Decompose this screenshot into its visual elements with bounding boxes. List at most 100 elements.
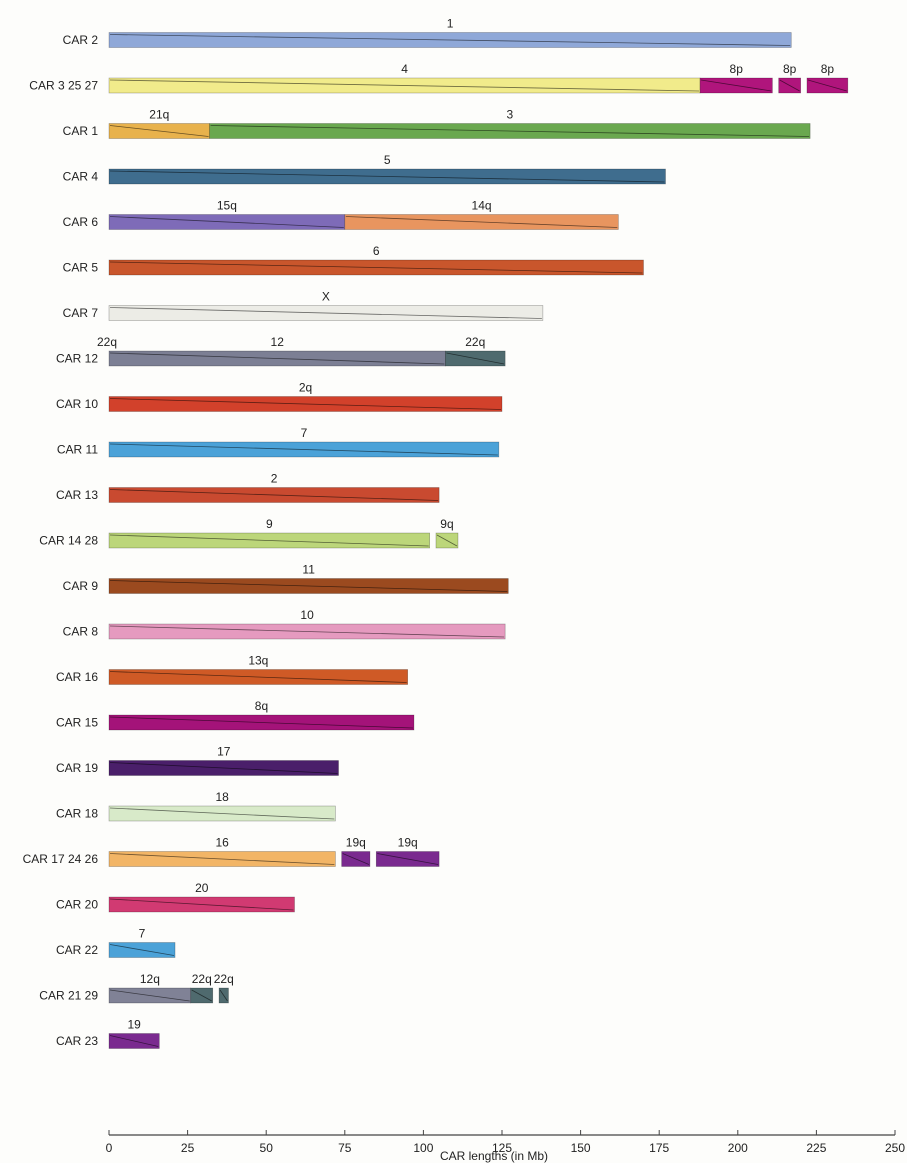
segment-label: 19q [398,836,418,850]
segment-trace [109,534,429,547]
segment-trace [109,398,502,410]
segment-trace [109,898,294,911]
segment-trace [109,489,439,501]
row-label: CAR 12 [56,352,98,366]
row-label: CAR 8 [63,625,99,639]
segment-label: 4 [401,62,408,76]
row-label: CAR 18 [56,807,98,821]
segment-label: 11 [302,563,315,577]
segment-trace [109,989,190,1002]
chart-row: CAR 22 7 [56,927,176,958]
segment-trace [446,352,505,365]
chart-row: CAR 11 7 [57,426,500,458]
x-tick-label: 0 [106,1141,113,1155]
chart-row: CAR 20 20 [56,881,295,913]
segment-label: 7 [139,927,146,941]
segment-label: 17 [217,745,231,759]
x-tick-label: 225 [806,1141,826,1155]
segment-trace [109,79,700,92]
segment-trace [109,352,445,365]
segment-trace [109,944,175,956]
segment-label: 14q [472,199,492,213]
segment-label: 5 [384,153,391,167]
chart-row: CAR 23 19 [56,1018,160,1049]
chart-row: CAR 14 28 9 9q [39,517,459,549]
chart-row: CAR 6 15q 14q [63,199,619,230]
x-tick-label: 175 [649,1141,669,1155]
row-label: CAR 15 [56,716,98,730]
chart-row: CAR 12 12 22q 22q [56,335,506,367]
row-label: CAR 4 [63,170,99,184]
x-tick-label: 150 [571,1141,591,1155]
x-tick-label: 250 [885,1141,905,1155]
x-tick-label: 125 [492,1141,512,1155]
chart-row: CAR 21 29 12q 22q 22q [39,972,234,1004]
x-axis-title: CAR lengths (in Mb) [440,1149,548,1163]
row-label: CAR 9 [63,579,99,593]
chart-row: CAR 18 18 [56,790,336,822]
segment-label: 20 [195,881,209,895]
segment-trace [342,853,370,865]
x-tick-label: 25 [181,1141,195,1155]
segment-trace [109,443,498,456]
row-label: CAR 5 [63,261,99,275]
segment-trace [109,625,505,638]
segment-trace [377,853,439,865]
segment-label: 9 [266,517,273,531]
segment-trace [109,125,209,137]
segment-label: 12 [271,335,285,349]
segment-trace [109,1035,159,1047]
segment-label: 22q [192,972,212,986]
row-label: CAR 16 [56,670,98,684]
chart-row: CAR 8 10 [63,608,506,640]
segment-label: 1 [447,17,454,31]
segment-label: 6 [373,244,380,258]
segment-label: 10 [300,608,314,622]
chart-row: CAR 7 X [63,290,544,321]
row-label: CAR 13 [56,488,98,502]
row-label: CAR 20 [56,898,98,912]
segment-trace [109,216,344,228]
segment-trace [109,671,407,683]
chart-row: CAR 10 2q [56,381,503,412]
segment-trace [109,716,413,729]
segment-label: 8p [821,62,835,76]
segment-label: 18 [216,790,230,804]
segment-label: 22q [214,972,234,986]
segment-label: 8q [255,699,268,713]
row-label: CAR 6 [63,215,99,229]
row-label: CAR 7 [63,306,99,320]
segment-label: 13q [248,654,268,668]
chart-row: CAR 5 6 [63,244,644,276]
segment-label: 7 [301,426,308,440]
segment-label: 8p [730,62,744,76]
row-label: CAR 10 [56,397,98,411]
segment-label: 22q [97,335,117,349]
segment-trace [210,125,810,137]
segment-label: 2 [271,472,278,486]
x-tick-label: 100 [413,1141,433,1155]
segment-label: X [322,290,330,304]
segment-label: 12q [140,972,160,986]
segment-trace [779,79,800,92]
row-label: CAR 1 [63,124,99,138]
segment-label: 15q [217,199,237,213]
chart-row: CAR 1 21q 3 [63,108,811,139]
segment-trace [109,261,643,274]
segment-label: 9q [440,517,453,531]
x-tick-label: 200 [728,1141,748,1155]
chart-row: CAR 16 13q [56,654,408,685]
segment-trace [701,79,772,92]
chart-row: CAR 2 1 [63,17,792,48]
row-label: CAR 19 [56,761,98,775]
row-label: CAR 21 29 [39,989,98,1003]
row-label: CAR 14 28 [39,534,98,548]
segment-trace [807,79,847,92]
segment-trace [191,989,212,1002]
segment-trace [109,580,508,592]
x-tick-label: 75 [338,1141,352,1155]
chart-row: CAR 19 17 [56,745,339,776]
segment-trace [109,853,335,865]
